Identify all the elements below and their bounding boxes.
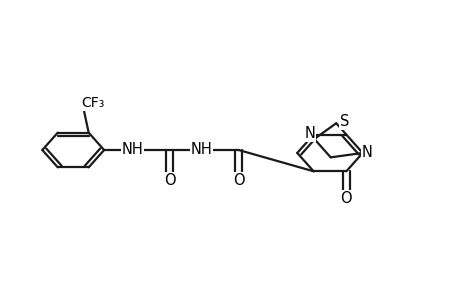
Text: NH: NH	[121, 142, 143, 158]
Text: S: S	[339, 114, 348, 129]
Text: O: O	[232, 172, 244, 188]
Text: O: O	[340, 191, 352, 206]
Text: NH: NH	[190, 142, 212, 158]
Text: N: N	[304, 126, 315, 141]
Text: CF₃: CF₃	[81, 96, 105, 110]
Text: N: N	[361, 146, 372, 160]
Text: O: O	[163, 172, 175, 188]
